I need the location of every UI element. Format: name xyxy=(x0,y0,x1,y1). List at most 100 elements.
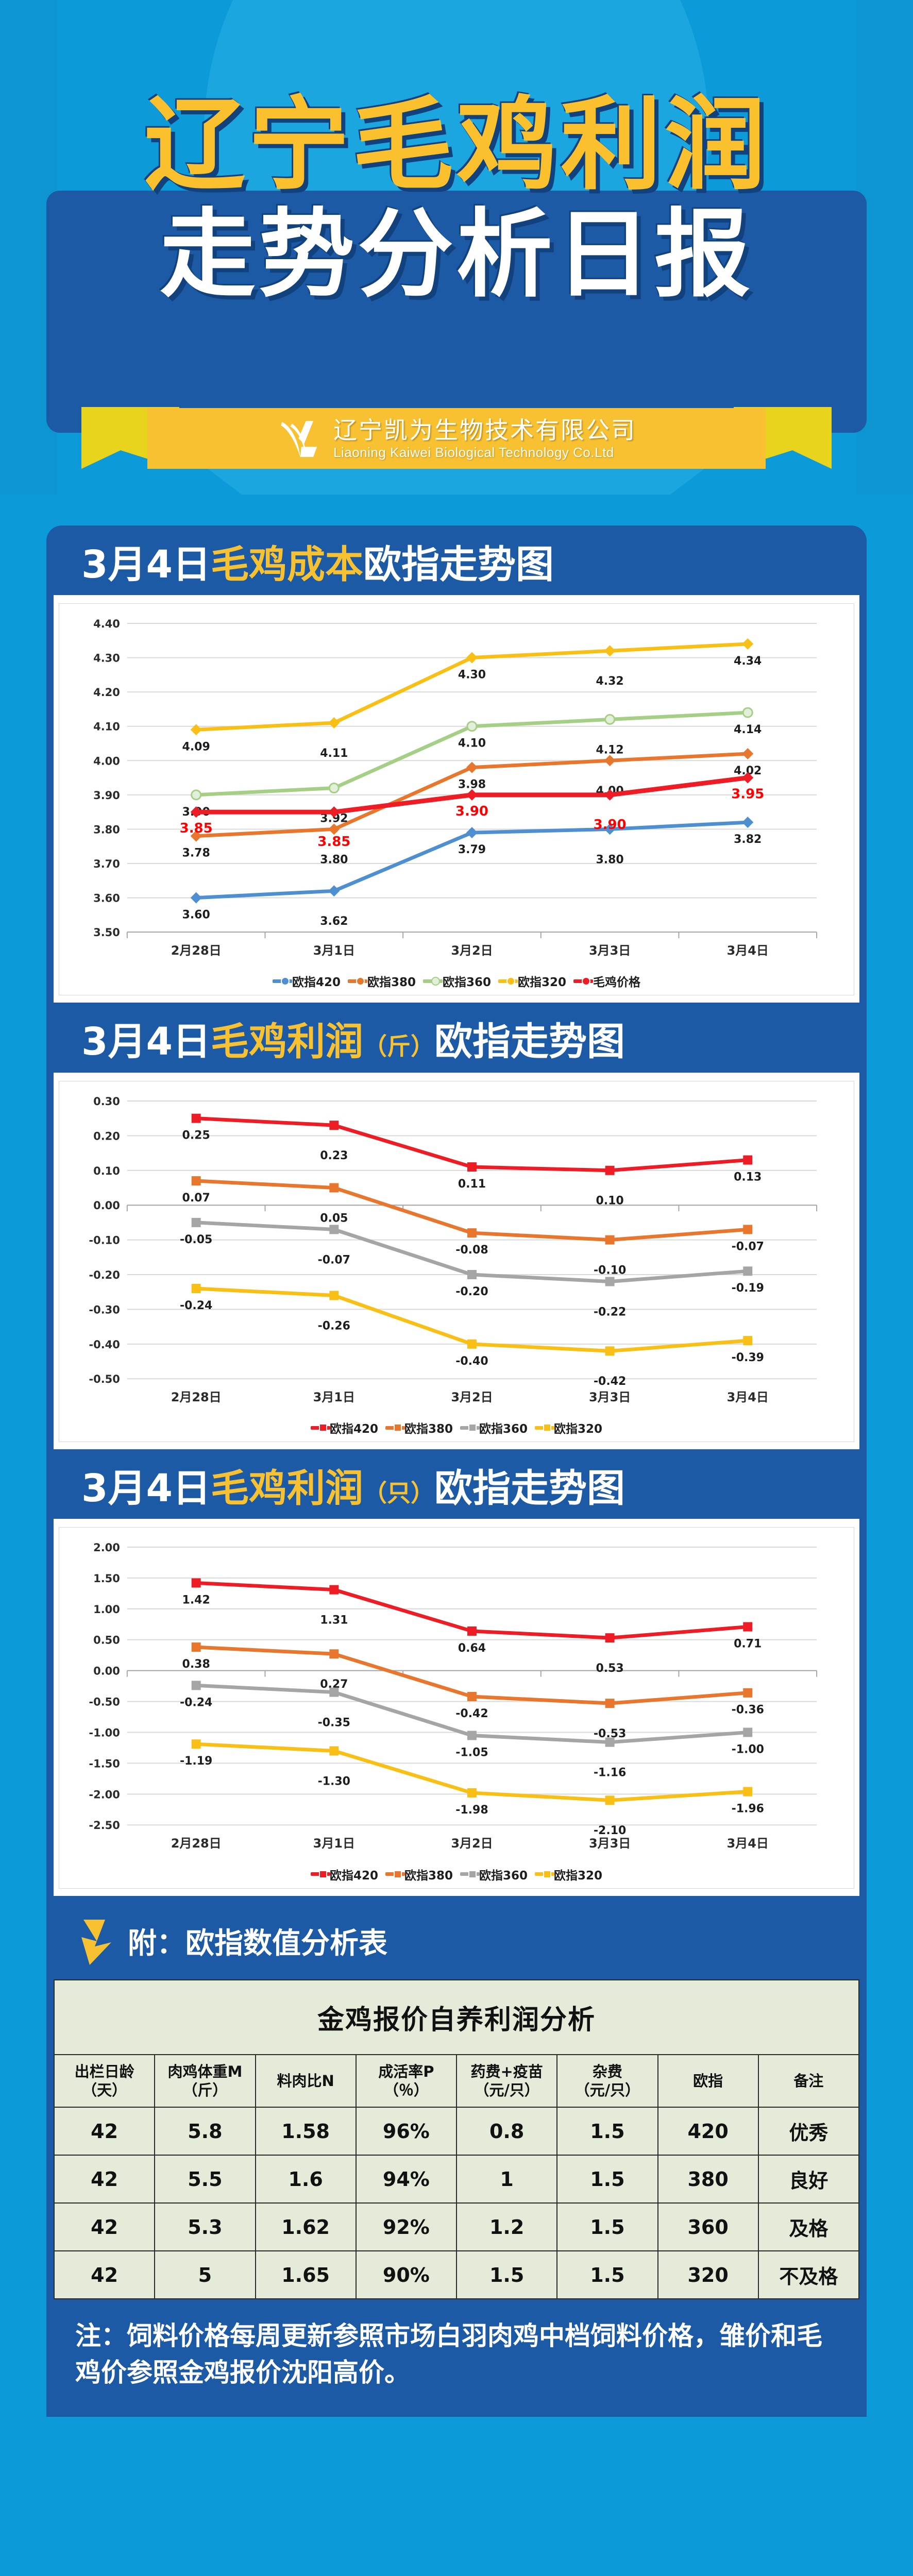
svg-text:3.79: 3.79 xyxy=(458,843,486,856)
table-cell: 1.65 xyxy=(255,2250,357,2300)
line-chart-profit-jin: -0.50 -0.40 -0.30 -0.20 -0.10 0.00 0.10 0.20 0.3… xyxy=(89,1095,818,1404)
legend-marker-icon xyxy=(280,976,290,986)
svg-text:0.10: 0.10 xyxy=(93,1165,120,1177)
legend-item-欧指380: 欧指380 xyxy=(347,972,416,990)
table-cell: 1.62 xyxy=(255,2202,357,2252)
svg-text:-0.35: -0.35 xyxy=(318,1717,350,1730)
svg-text:2月28日: 2月28日 xyxy=(171,944,222,958)
company-logo-icon xyxy=(281,420,317,458)
svg-text:4.20: 4.20 xyxy=(93,687,120,699)
chart-card-cost: 3.50 3.60 3.70 3.80 3.90 4.00 4.10 4.20 4.30 4.40… xyxy=(54,595,859,1003)
svg-text:1.50: 1.50 xyxy=(93,1572,120,1585)
svg-text:3月2日: 3月2日 xyxy=(451,1390,493,1404)
svg-text:-1.50: -1.50 xyxy=(89,1758,120,1770)
table-cell: 90% xyxy=(355,2250,458,2300)
attachment-header: 附：欧指数值分析表 xyxy=(46,1896,867,1979)
table-cell: 92% xyxy=(355,2202,458,2252)
svg-text:3.98: 3.98 xyxy=(458,778,486,791)
legend-item-欧指320: 欧指320 xyxy=(498,972,566,990)
svg-text:-0.07: -0.07 xyxy=(318,1253,350,1266)
svg-text:4.14: 4.14 xyxy=(734,723,762,736)
section2-prefix: 3月4日 xyxy=(81,1020,211,1064)
svg-text:3月2日: 3月2日 xyxy=(451,944,493,958)
svg-text:0.10: 0.10 xyxy=(596,1195,623,1208)
svg-text:-1.30: -1.30 xyxy=(318,1775,350,1788)
chart-legend-cost: 欧指420 欧指380 欧指360 欧指320 毛鸡价格 xyxy=(65,969,848,992)
chart-frame-profit-jin: -0.50 -0.40 -0.30 -0.20 -0.10 0.00 0.10 0.20 0.3… xyxy=(59,1080,854,1443)
section3-highlight: 毛鸡利润 xyxy=(210,1466,363,1511)
svg-text:-0.05: -0.05 xyxy=(180,1233,212,1246)
chart-legend-profit-zhi: 欧指420 欧指380 欧指360 欧指320 xyxy=(65,1862,848,1885)
table-cell: 320 xyxy=(657,2250,759,2300)
section3-suffix: 欧指走势图 xyxy=(434,1466,625,1511)
svg-text:4.12: 4.12 xyxy=(596,744,623,757)
svg-text:0.11: 0.11 xyxy=(458,1178,486,1191)
svg-text:-0.19: -0.19 xyxy=(732,1282,764,1295)
svg-text:-0.26: -0.26 xyxy=(318,1319,350,1332)
svg-text:0.38: 0.38 xyxy=(182,1658,210,1671)
legend-label: 欧指380 xyxy=(404,1422,453,1436)
section-title-cost: 3月4日毛鸡成本欧指走势图 xyxy=(46,526,867,595)
svg-text:3.70: 3.70 xyxy=(93,858,120,870)
table-cell: 96% xyxy=(355,2107,458,2156)
svg-text:4.30: 4.30 xyxy=(93,652,120,665)
chart-frame-profit-zhi: -2.50 -2.00 -1.50 -1.00 -0.50 0.00 0.50 1.00 1.5… xyxy=(59,1527,854,1889)
legend-label: 欧指420 xyxy=(292,976,341,990)
svg-text:0.50: 0.50 xyxy=(93,1634,120,1647)
legend-label: 欧指420 xyxy=(329,1869,378,1883)
svg-text:4.11: 4.11 xyxy=(320,747,348,760)
hero-title-plate xyxy=(46,191,867,433)
svg-text:-0.10: -0.10 xyxy=(89,1234,120,1246)
legend-marker-icon xyxy=(543,1423,552,1432)
svg-text:2月28日: 2月28日 xyxy=(171,1837,222,1851)
section1-suffix: 欧指走势图 xyxy=(363,543,554,587)
hero-title-line1: 辽宁毛鸡利润 xyxy=(144,87,769,204)
table-cell: 1.2 xyxy=(455,2202,558,2252)
legend-item-欧指380: 欧指380 xyxy=(385,1419,453,1436)
svg-text:0.13: 0.13 xyxy=(734,1171,762,1183)
svg-text:-0.22: -0.22 xyxy=(594,1306,626,1318)
svg-text:3.50: 3.50 xyxy=(93,927,120,939)
svg-text:3月1日: 3月1日 xyxy=(313,1837,355,1851)
table-cell: 5.5 xyxy=(154,2155,256,2204)
section1-prefix: 3月4日 xyxy=(81,543,211,587)
svg-text:3.85: 3.85 xyxy=(180,821,213,836)
svg-text:3.78: 3.78 xyxy=(182,847,210,860)
legend-label: 欧指380 xyxy=(367,976,416,990)
svg-text:3.62: 3.62 xyxy=(320,916,348,928)
legend-item-欧指320: 欧指320 xyxy=(535,1866,602,1883)
table-cell: 360 xyxy=(657,2202,759,2252)
svg-text:0.23: 0.23 xyxy=(320,1149,348,1162)
table-cell: 1 xyxy=(455,2155,558,2204)
svg-text:3月4日: 3月4日 xyxy=(727,944,769,958)
line-chart-profit-zhi: -2.50 -2.00 -1.50 -1.00 -0.50 0.00 0.50 1.00 1.5… xyxy=(89,1541,818,1851)
legend-label: 欧指380 xyxy=(404,1869,453,1883)
table-header-cell: 药费+疫苗 （元/只） xyxy=(455,2054,558,2108)
svg-text:-1.16: -1.16 xyxy=(594,1767,626,1780)
table-header-cell: 杂费 （元/只） xyxy=(556,2054,658,2108)
table-title-row: 金鸡报价自养利润分析 xyxy=(54,1979,859,2055)
table-row: 42 5.5 1.6 94% 1 1.5 380 良好 xyxy=(53,2155,860,2204)
svg-text:3.85: 3.85 xyxy=(317,834,350,850)
legend-marker-icon xyxy=(543,1870,552,1878)
attachment-label: 附：欧指数值分析表 xyxy=(128,1927,387,1961)
svg-text:4.09: 4.09 xyxy=(182,741,210,754)
svg-text:-1.05: -1.05 xyxy=(455,1747,488,1759)
svg-text:3.90: 3.90 xyxy=(93,789,120,802)
svg-text:-2.10: -2.10 xyxy=(594,1825,626,1838)
table-cell: 42 xyxy=(53,2250,156,2300)
svg-text:3月2日: 3月2日 xyxy=(451,1837,493,1851)
table-row: 42 5 1.65 90% 1.5 1.5 320 不及格 xyxy=(53,2250,860,2300)
section2-suffix: 欧指走势图 xyxy=(434,1020,625,1064)
table-cell: 不及格 xyxy=(757,2250,860,2300)
main-content-panel: 3月4日毛鸡成本欧指走势图 3.50 3.60 3.70 3.80 3.90 4.00 4.… xyxy=(46,526,867,2417)
section2-unit: （斤） xyxy=(363,1032,434,1061)
legend-item-欧指420: 欧指420 xyxy=(272,972,341,990)
table-cell: 5.8 xyxy=(154,2107,256,2156)
hero-notch-decoration xyxy=(201,464,711,495)
table-cell: 42 xyxy=(53,2202,156,2252)
legend-label: 欧指360 xyxy=(443,976,492,990)
table-cell: 1.5 xyxy=(556,2107,658,2156)
svg-text:4.30: 4.30 xyxy=(458,669,486,682)
section-title-profit-jin: 3月4日毛鸡利润（斤）欧指走势图 xyxy=(46,1003,867,1072)
